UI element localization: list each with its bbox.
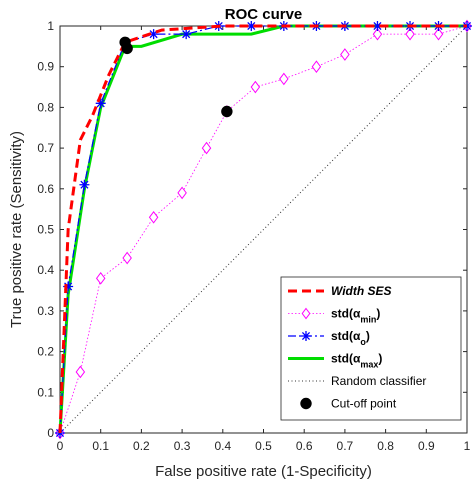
data-point — [75, 365, 86, 379]
data-point — [405, 27, 415, 41]
x-tick-label: 0 — [57, 439, 64, 453]
data-point — [340, 48, 350, 61]
data-point — [148, 210, 159, 224]
series-line — [59, 25, 467, 434]
y-tick-label: 1 — [47, 19, 54, 33]
x-tick-label: 0.2 — [133, 439, 150, 453]
y-tick-label: 0 — [47, 426, 54, 440]
legend-marker — [300, 397, 312, 410]
x-tick-label: 0.9 — [418, 439, 435, 453]
x-tick-label: 0.8 — [377, 439, 394, 453]
x-tick-label: 0.1 — [92, 439, 109, 453]
y-tick-label: 0.6 — [37, 182, 54, 196]
y-tick-label: 0.5 — [37, 223, 54, 237]
y-tick-label: 0.2 — [37, 345, 54, 359]
x-tick-label: 0.6 — [296, 439, 313, 453]
data-point — [246, 21, 257, 31]
data-point — [311, 60, 322, 74]
series-line — [59, 25, 468, 434]
y-tick-label: 0.9 — [37, 60, 54, 74]
x-tick-label: 1 — [464, 439, 471, 453]
legend-entry: std(αo) — [288, 329, 370, 347]
data-point — [95, 98, 106, 109]
legend-label: std(αmax) — [331, 352, 382, 370]
legend-entry: Random classifier — [288, 374, 426, 388]
series-layer — [55, 19, 472, 440]
data-point — [372, 21, 383, 31]
x-tick-label: 0.7 — [337, 439, 354, 453]
legend-entry: Cut-off point — [300, 397, 397, 411]
y-tick-label: 0.1 — [37, 385, 54, 399]
legend-label: Width SES — [331, 284, 392, 298]
data-point — [79, 179, 90, 190]
data-point — [221, 105, 233, 118]
axis-ticks: 0 0.1 0.2 0.3 0.4 0.5 0.6 0.7 0.8 0.9 1 0 0.1 0.2 0.3 0… — [37, 19, 470, 453]
data-point — [279, 72, 289, 86]
y-tick-label: 0.8 — [37, 100, 54, 114]
legend-box — [280, 276, 462, 421]
data-point — [372, 27, 383, 41]
series-line — [59, 25, 468, 434]
data-point — [433, 27, 444, 41]
series-1 — [55, 19, 472, 440]
legend-label: Cut-off point — [331, 397, 397, 411]
series-line — [58, 24, 467, 434]
series-4 — [59, 25, 468, 434]
y-tick-label: 0.3 — [37, 304, 54, 318]
data-point — [177, 186, 187, 200]
legend-marker — [301, 307, 311, 320]
data-point — [250, 80, 261, 94]
data-point — [122, 251, 132, 265]
legend-label: std(αmin) — [331, 307, 380, 325]
data-point — [121, 42, 133, 55]
data-point — [63, 281, 74, 292]
y-tick-label: 0.4 — [37, 263, 54, 277]
series-0 — [58, 24, 467, 434]
data-point — [95, 272, 106, 285]
x-tick-label: 0.3 — [174, 439, 191, 453]
series-5 — [119, 36, 233, 118]
data-point — [181, 29, 192, 40]
data-point — [148, 29, 159, 40]
x-tick-label: 0.4 — [214, 439, 231, 453]
chart-title: ROC curve — [225, 6, 303, 23]
legend-entry: std(αmax) — [288, 352, 382, 370]
x-axis-label: False positive rate (1-Specificity) — [155, 463, 372, 480]
x-tick-label: 0.5 — [255, 439, 272, 453]
legend: Width SES std(αmin) std(αo) std(αmax) Random… — [280, 276, 462, 421]
legend-entry: std(αmin) — [288, 307, 380, 325]
legend-entry: Width SES — [288, 284, 392, 298]
data-point — [201, 141, 212, 155]
legend-label: std(αo) — [331, 329, 370, 347]
legend-label: Random classifier — [331, 374, 426, 388]
y-axis-label: True positive rate (Sensitivity) — [8, 131, 25, 328]
cutoff-points — [119, 36, 233, 118]
legend-marker — [301, 331, 311, 341]
y-tick-label: 0.7 — [37, 141, 54, 155]
